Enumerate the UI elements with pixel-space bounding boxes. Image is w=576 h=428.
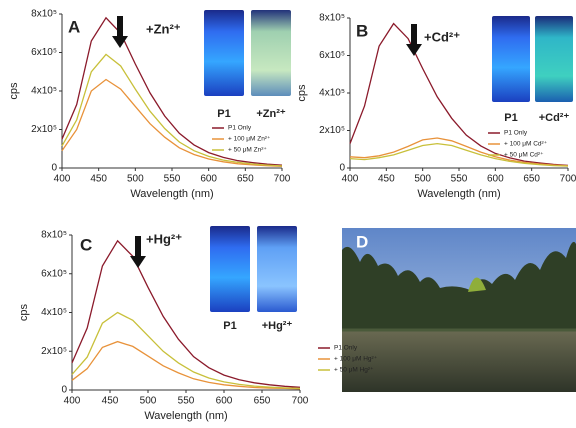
- annotation: +Hg²⁺: [146, 231, 182, 246]
- legend-label: + 100 μM Hg²⁺: [334, 356, 378, 363]
- annotation: +Cd²⁺: [424, 29, 460, 44]
- x-tick-label: 450: [378, 174, 395, 185]
- legend-label: + 100 μM Cd²⁺: [504, 141, 548, 148]
- x-tick-label: 400: [64, 396, 81, 407]
- x-tick-label: 500: [127, 174, 144, 185]
- legend-label: P1 Only: [334, 345, 358, 352]
- vials: [204, 10, 573, 312]
- legend-label: + 100 μM Zn²⁺: [228, 136, 271, 143]
- y-tick-label: 8x10⁵: [41, 230, 67, 241]
- y-tick-label: 4x10⁵: [319, 88, 345, 99]
- arrow: [130, 236, 146, 268]
- x-tick-label: 600: [216, 396, 233, 407]
- panel-label: B: [356, 21, 368, 40]
- y-tick-label: 0: [339, 163, 345, 174]
- x-tick-label: 550: [164, 174, 181, 185]
- series-line: [71, 340, 301, 390]
- panel-label: C: [80, 235, 92, 254]
- x-tick-label: 650: [523, 174, 540, 185]
- y-tick-label: 4x10⁵: [41, 307, 67, 318]
- arrow: [112, 16, 128, 48]
- x-tick-label: 450: [102, 396, 119, 407]
- series-line: [349, 22, 569, 167]
- x-tick-label: 700: [274, 174, 291, 185]
- series-line: [61, 53, 283, 167]
- y-axis-title: cps: [296, 84, 308, 102]
- x-tick-label: 400: [54, 174, 71, 185]
- vial-label: P1: [504, 112, 517, 124]
- x-tick-label: 650: [237, 174, 254, 185]
- vial-label: +Cd²⁺: [539, 112, 570, 124]
- y-axis-title: cps: [8, 82, 20, 100]
- x-tick-label: 600: [487, 174, 504, 185]
- series-line: [71, 311, 301, 390]
- y-tick-label: 0: [51, 163, 57, 174]
- series-line: [349, 137, 569, 167]
- x-tick-label: 500: [414, 174, 431, 185]
- x-axis-title: Wavelength (nm): [130, 188, 213, 200]
- x-tick-label: 450: [90, 174, 107, 185]
- y-tick-label: 0: [61, 385, 67, 396]
- vial-label: +Zn²⁺: [256, 108, 286, 120]
- series-line: [71, 239, 301, 388]
- series-line: [61, 78, 283, 167]
- legend-label: + 50 μM Cd²⁺: [504, 152, 544, 159]
- y-tick-label: 4x10⁵: [31, 86, 57, 97]
- y-tick-label: 2x10⁵: [319, 125, 345, 136]
- photo: D: [342, 228, 576, 392]
- x-tick-label: 700: [560, 174, 576, 185]
- legend-label: P1 Only: [228, 125, 252, 132]
- x-tick-label: 550: [451, 174, 468, 185]
- vial-label: P1: [223, 320, 236, 332]
- x-tick-label: 600: [200, 174, 217, 185]
- x-axis-title: Wavelength (nm): [144, 410, 227, 422]
- y-axis-title: cps: [18, 303, 30, 321]
- y-tick-label: 8x10⁵: [319, 13, 345, 24]
- legend-label: P1 Only: [504, 130, 528, 137]
- y-tick-label: 6x10⁵: [319, 50, 345, 61]
- y-tick-label: 6x10⁵: [31, 47, 57, 58]
- series-line: [349, 142, 569, 167]
- x-tick-label: 550: [178, 396, 195, 407]
- y-tick-label: 8x10⁵: [31, 9, 57, 20]
- x-tick-label: 650: [254, 396, 271, 407]
- panel-label: D: [356, 232, 368, 251]
- x-tick-label: 400: [342, 174, 359, 185]
- vial-label: +Hg²⁺: [262, 320, 293, 332]
- legend-label: + 50 μM Zn²⁺: [228, 147, 267, 154]
- legend-label: + 50 μM Hg²⁺: [334, 367, 374, 374]
- series-line: [61, 16, 283, 166]
- arrow: [406, 24, 422, 56]
- y-tick-label: 2x10⁵: [31, 124, 57, 135]
- x-tick-label: 700: [292, 396, 309, 407]
- annotation: +Zn²⁺: [146, 21, 181, 36]
- x-axis-title: Wavelength (nm): [417, 188, 500, 200]
- x-tick-label: 500: [140, 396, 157, 407]
- y-tick-label: 2x10⁵: [41, 346, 67, 357]
- y-tick-label: 6x10⁵: [41, 268, 67, 279]
- vial-label: P1: [217, 108, 230, 120]
- panel-label: A: [68, 17, 80, 36]
